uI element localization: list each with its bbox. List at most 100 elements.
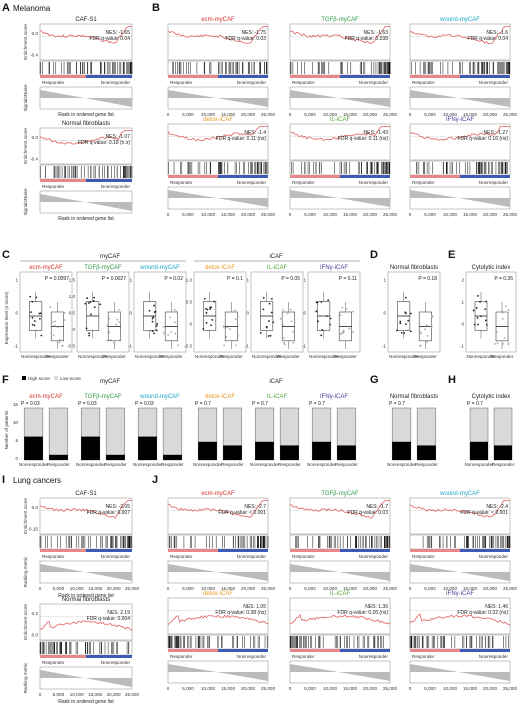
nes-value: NES: -1.4 xyxy=(244,130,266,136)
ytick: 1.0 xyxy=(69,294,76,299)
enrichment-curve xyxy=(167,614,269,626)
enrichment-curve xyxy=(39,130,132,145)
ytick: 0 xyxy=(189,322,192,327)
responder-bar xyxy=(40,655,86,658)
nonresponder-label: Nonresponder xyxy=(237,654,267,659)
xtick: 25,000 xyxy=(261,112,275,117)
data-point xyxy=(109,338,112,341)
xtick: 15,000 xyxy=(221,212,235,217)
data-point xyxy=(282,323,284,326)
xtick: 25,000 xyxy=(261,212,275,217)
boxplot-frame xyxy=(307,271,361,353)
nes-value: NES: -1.75 xyxy=(242,30,267,36)
nonresponder-bar xyxy=(460,649,510,652)
data-point xyxy=(162,326,165,328)
enrichment-curve xyxy=(409,126,510,141)
xtick: 5,000 xyxy=(424,686,436,691)
p-value: P = 0.7 xyxy=(252,401,268,407)
responder-bar xyxy=(410,549,460,552)
ytick: 1 xyxy=(15,278,18,283)
fdr-value: FDR q-value: 0.04 xyxy=(89,36,130,42)
responder-label: Responder xyxy=(170,80,193,85)
data-point xyxy=(206,308,209,311)
xaxis-label: Rank in ordered gene list xyxy=(58,112,114,118)
data-point xyxy=(282,309,285,311)
ranking-metric-area xyxy=(410,564,510,581)
data-point xyxy=(52,334,55,337)
xtick: 20,000 xyxy=(241,212,255,217)
data-point xyxy=(282,337,285,339)
data-point xyxy=(419,345,421,347)
data-point xyxy=(99,303,102,306)
data-point xyxy=(106,339,109,342)
ytick: 0 xyxy=(303,311,306,316)
p-value: P = 0.7 xyxy=(467,401,483,407)
data-point xyxy=(352,330,354,333)
yaxis-label-c: Expression level (z-score) xyxy=(4,291,9,344)
data-point xyxy=(237,316,239,319)
data-point xyxy=(210,324,212,327)
responder-high-bar xyxy=(494,445,512,460)
data-point xyxy=(418,321,421,324)
nes-value: NES: -1.63 xyxy=(364,30,389,36)
data-point xyxy=(420,332,422,335)
data-point xyxy=(93,296,95,299)
enrichment-frame xyxy=(167,497,269,535)
ranking-metric-area xyxy=(40,90,132,107)
responder-label: Responder xyxy=(42,80,65,85)
yaxis-label: Enrichment score xyxy=(23,498,28,534)
responder-high-bar xyxy=(280,445,299,460)
barplot-title: Cytolytic index xyxy=(472,394,511,400)
nonresponder-bar xyxy=(218,75,268,78)
data-point xyxy=(108,317,110,320)
boxplot-title: ecm-myCAF xyxy=(29,265,63,271)
xtick: 5,000 xyxy=(304,112,316,117)
responder-bar xyxy=(290,175,340,178)
data-point xyxy=(342,331,345,334)
data-point xyxy=(33,324,36,327)
legend-low-label: Low score xyxy=(60,376,81,381)
legend-high-label: High score xyxy=(28,376,50,381)
responder-bar xyxy=(290,649,340,652)
ytick: 0 xyxy=(72,327,75,332)
ytick: 0 xyxy=(15,311,18,316)
ytick: 0.0 xyxy=(32,31,39,36)
data-point xyxy=(339,333,342,336)
group-label: Nonresponder xyxy=(252,354,282,359)
data-point xyxy=(292,341,295,344)
group-label: Nonresponder xyxy=(387,462,417,467)
ytick: -1 xyxy=(382,344,387,349)
data-point xyxy=(404,296,407,299)
boxplot-title: wound-myCAF xyxy=(139,265,180,271)
ytick: 5 xyxy=(15,438,18,443)
nes-value: NES: -2.7 xyxy=(244,504,266,510)
data-point xyxy=(234,344,237,347)
data-point xyxy=(426,341,429,343)
responder-bar xyxy=(410,175,460,178)
responder-bar xyxy=(410,649,460,652)
ytick: 0.5 xyxy=(69,311,76,316)
data-point xyxy=(475,307,478,309)
data-point xyxy=(485,300,488,303)
data-point xyxy=(502,342,504,345)
data-point xyxy=(225,336,228,338)
gsea-title: wound-myCAF xyxy=(439,491,480,497)
xtick: 5,000 xyxy=(424,212,436,217)
nonresponder-label: Nonresponder xyxy=(359,80,389,85)
group-label: Nonresponder xyxy=(76,462,106,467)
boxplot-frame xyxy=(387,271,441,353)
data-point xyxy=(290,320,293,323)
hit-frame xyxy=(167,160,269,176)
hit-frame xyxy=(39,534,133,550)
ytick: 0 xyxy=(246,311,249,316)
nonresponder-bar xyxy=(218,549,268,552)
nes-value: NES: -1.6 xyxy=(486,30,508,36)
xtick: 20,000 xyxy=(107,586,121,591)
boxplot-title: Normal fibroblasts xyxy=(390,265,438,271)
data-point xyxy=(345,307,348,310)
data-point xyxy=(268,302,271,305)
xtick: 15,000 xyxy=(88,692,102,697)
